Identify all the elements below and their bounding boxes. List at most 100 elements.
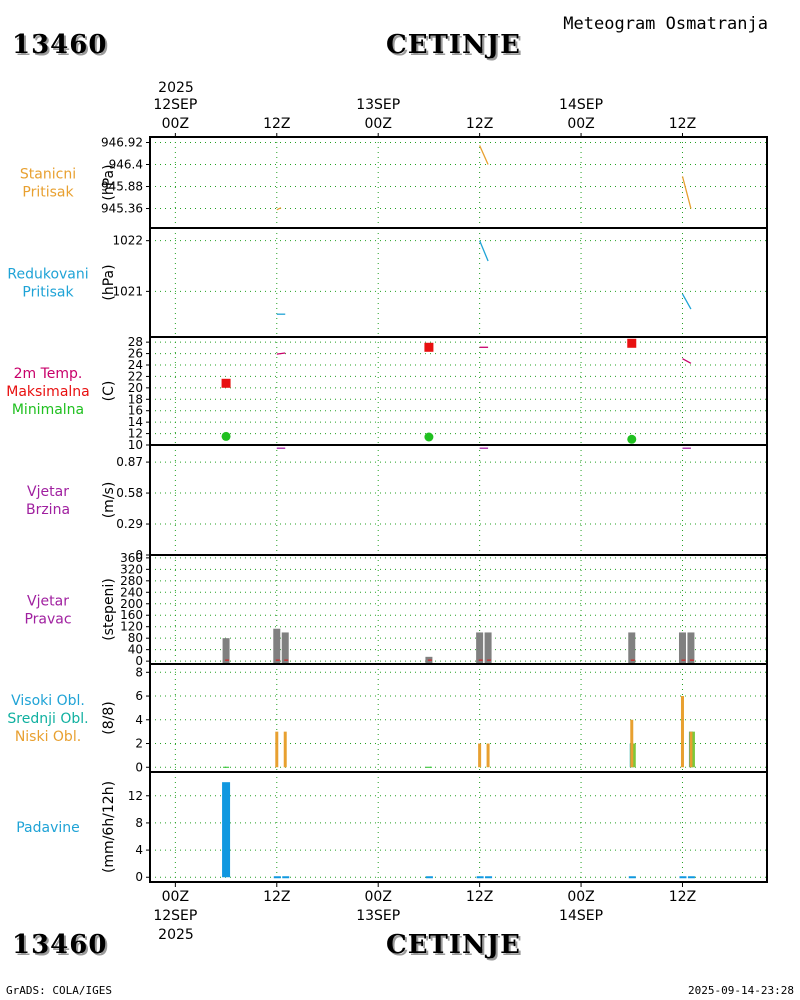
panel-clouds: 0 2 4 6 8 Visoki Obl. Srednji Obl. Niski Obl. (8… — [7, 663, 768, 774]
cloud-low-bar-4 — [478, 743, 482, 768]
time-hour-top-0: 00Z — [162, 116, 189, 132]
footer-credit: GrADS: COLA/IGES — [6, 984, 112, 997]
series-line-temp-2 — [682, 358, 692, 364]
wind-dir-bar-6 — [628, 632, 636, 665]
time-hour-top-3: 12Z — [466, 116, 493, 132]
ytick-label-wind_speed-1: 0.29 — [116, 517, 143, 531]
panel-wind_speed: 0 0.29 0.58 0.87 Vjetar Brzina (m/s) — [26, 444, 768, 562]
panel-frame-precip — [149, 771, 768, 883]
time-hour-top-4: 00Z — [567, 116, 594, 132]
time-year-top: 2025 — [158, 80, 194, 96]
station-name-bottom: CETINJE — [386, 930, 521, 960]
ytick-label-temp-9: 28 — [128, 335, 143, 349]
ytick-label-wind_speed-3: 0.87 — [116, 455, 143, 469]
panel-label-clouds-1: Srednji Obl. — [7, 711, 88, 727]
cloud-mid-shade-8 — [691, 731, 695, 768]
time-date-top-2: 13SEP — [356, 97, 400, 113]
footer-timestamp: 2025-09-14-23:28 — [688, 984, 794, 997]
ytick-label-p_station-0: 946.92 — [101, 136, 143, 150]
unit-label-wind_speed: (m/s) — [101, 482, 117, 519]
panel-label-p_station-1: Pritisak — [22, 185, 74, 201]
ytick-label-clouds-4: 8 — [135, 665, 143, 679]
panel-p_station: 946.92 946.4 945.88 945.36 Stanicni Pritisak (… — [20, 136, 768, 229]
time-date-top-4: 14SEP — [559, 97, 603, 113]
tmax-marker-1 — [424, 342, 434, 352]
panel-frame-wind_dir — [149, 554, 768, 665]
ytick-label-wind_dir-8: 320 — [120, 562, 143, 576]
series-line-p_station-1 — [479, 145, 489, 165]
panel-label-p_reduced-1: Pritisak — [22, 285, 74, 301]
ytick-label-temp-0: 10 — [128, 438, 143, 452]
ytick-label-wind_dir-4: 160 — [120, 608, 143, 622]
panel-label-wind_speed-1: Brzina — [26, 502, 70, 518]
time-hour-bottom-1: 12Z — [263, 889, 290, 905]
ytick-label-wind_dir-6: 240 — [120, 585, 143, 599]
ytick-label-clouds-1: 2 — [135, 737, 143, 751]
panel-p_reduced: 1022 1021 Redukovani Pritisak (hPa) — [7, 227, 768, 338]
time-hour-top-2: 00Z — [365, 116, 392, 132]
panel-label-clouds-2: Niski Obl. — [15, 729, 81, 745]
wind-dir-bar-0 — [222, 638, 230, 665]
tmax-marker-0 — [221, 378, 231, 388]
series-line-p_station-2 — [681, 176, 692, 209]
ytick-label-p_station-3: 945.36 — [101, 202, 143, 216]
wind-dir-bar-1 — [273, 628, 281, 665]
ytick-label-p_station-1: 946.4 — [109, 158, 143, 172]
time-date-bottom-0: 12SEP — [153, 908, 197, 924]
ytick-label-temp-3: 16 — [128, 404, 143, 418]
station-name-top: CETINJE — [386, 30, 521, 60]
panel-label-wind_dir-0: Vjetar — [27, 594, 69, 610]
cloud-mid-shade-6 — [632, 743, 636, 768]
series-line-p_reduced-2 — [681, 293, 692, 310]
ytick-label-clouds-2: 4 — [135, 713, 143, 727]
tmax-marker-2 — [627, 338, 637, 348]
panel-label-wind_dir-1: Pravac — [24, 612, 71, 628]
series-line-p_station-0 — [276, 207, 282, 211]
ytick-label-temp-2: 14 — [128, 415, 143, 429]
time-date-top-0: 12SEP — [153, 97, 197, 113]
ytick-label-wind_dir-1: 40 — [128, 643, 143, 657]
series-line-temp-0 — [276, 352, 286, 355]
panel-precip: 0 4 8 12 Padavine (mm/6h/12h) — [16, 771, 768, 884]
panel-frame-wind_speed — [149, 444, 768, 556]
wind-dir-bar-7 — [678, 632, 686, 665]
ytick-label-precip-2: 8 — [135, 816, 143, 830]
time-hour-bottom-0: 00Z — [162, 889, 189, 905]
ytick-label-precip-1: 4 — [135, 843, 143, 857]
ytick-label-p_reduced-1: 1021 — [112, 284, 143, 298]
unit-label-precip: (mm/6h/12h) — [101, 781, 117, 873]
ytick-label-precip-3: 12 — [128, 789, 143, 803]
panel-frame-p_station — [149, 136, 768, 229]
ytick-label-wind_speed-0: 0 — [135, 548, 143, 562]
panel-label-temp-2: Minimalna — [12, 402, 84, 418]
ytick-label-clouds-0: 0 — [135, 760, 143, 774]
tmin-marker-0 — [221, 431, 231, 441]
meteogram-title: Meteogram Osmatranja — [563, 14, 768, 34]
cloud-low-bar-6 — [630, 719, 634, 768]
panel-label-precip-0: Padavine — [16, 820, 80, 836]
time-hour-bottom-3: 12Z — [466, 889, 493, 905]
time-hour-bottom-4: 00Z — [567, 889, 594, 905]
ytick-label-temp-6: 22 — [128, 369, 143, 383]
ytick-label-temp-8: 26 — [128, 347, 143, 361]
panel-label-wind_speed-0: Vjetar — [27, 484, 69, 500]
ytick-label-wind_speed-2: 0.58 — [116, 486, 143, 500]
time-hour-top-5: 12Z — [669, 116, 696, 132]
ytick-label-p_reduced-0: 1022 — [112, 234, 143, 248]
ytick-label-clouds-3: 6 — [135, 689, 143, 703]
unit-label-wind_dir: (stepeni) — [101, 578, 117, 641]
panel-label-temp-0: 2m Temp. — [14, 366, 83, 382]
ytick-label-wind_dir-0: 0 — [135, 654, 143, 668]
wind-dir-bar-2 — [281, 632, 289, 665]
wind-dir-bar-8 — [687, 632, 695, 665]
unit-label-clouds: (8/8) — [101, 701, 117, 734]
panel-frame-clouds — [149, 663, 768, 773]
ytick-label-wind_dir-3: 120 — [120, 620, 143, 634]
panel-label-temp-1: Maksimalna — [6, 384, 90, 400]
precip-bar-0 — [222, 782, 231, 878]
panel-label-p_reduced-0: Redukovani — [7, 267, 88, 283]
